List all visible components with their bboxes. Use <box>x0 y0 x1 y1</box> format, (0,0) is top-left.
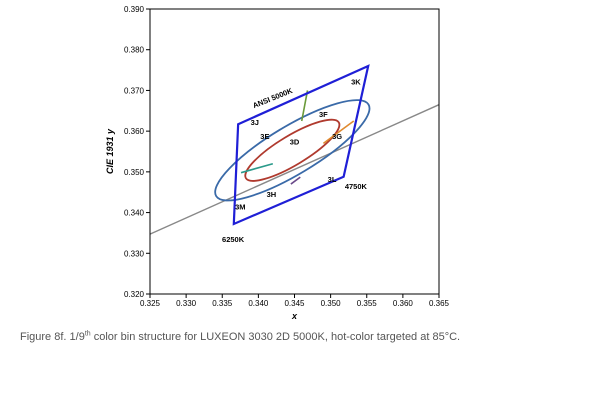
planckian-locus-line <box>150 104 439 235</box>
annotation-label: 3K <box>351 77 361 86</box>
annotation-label: 3J <box>251 118 259 127</box>
annotation-label: ANSI 5000K <box>251 86 294 110</box>
caption-superscript: th <box>84 330 91 338</box>
x-tick-label: 0.325 <box>140 299 161 308</box>
annotation-label: 3L <box>328 175 337 184</box>
bin-divider-line <box>290 176 301 185</box>
caption-prefix: Figure 8f. 1/9 <box>20 331 85 343</box>
y-tick-label: 0.320 <box>124 290 145 299</box>
y-axis-title: CIE 1931 y <box>105 128 115 174</box>
x-tick-label: 0.355 <box>357 299 378 308</box>
y-tick-label: 0.340 <box>124 209 145 218</box>
axes: 0.325 0.330 0.335 0.340 0.345 0.350 0.355 0.360… <box>105 5 450 321</box>
bin-divider-line <box>300 90 309 122</box>
annotation-label: 3F <box>319 110 328 119</box>
y-tick-label: 0.360 <box>124 127 145 136</box>
x-tick-label: 0.345 <box>284 299 305 308</box>
y-tick-label: 0.370 <box>124 86 145 95</box>
bin-divider-line <box>322 120 355 145</box>
figure-caption: Figure 8f. 1/9th color bin structure for… <box>20 330 461 343</box>
annotation-label: 3M <box>235 203 245 212</box>
ansi-5000k-quadrangle <box>232 64 370 226</box>
y-tick-label: 0.380 <box>124 46 145 55</box>
y-tick-label: 0.330 <box>124 249 145 258</box>
x-tick-label: 0.360 <box>393 299 414 308</box>
annotation-label: 3G <box>332 132 342 141</box>
annotation-label: 4750K <box>345 182 368 191</box>
plot-frame <box>149 8 440 295</box>
y-tick-label: 0.390 <box>124 5 145 14</box>
annotation-label: 3H <box>267 190 277 199</box>
y-tick-label: 0.350 <box>124 168 145 177</box>
annotation-label: 6250K <box>222 235 245 244</box>
x-tick-label: 0.340 <box>248 299 269 308</box>
x-axis-title: x <box>291 311 298 321</box>
bin-divider-line <box>240 162 274 174</box>
outer-ellipse <box>214 99 371 202</box>
x-tick-label: 0.335 <box>212 299 233 308</box>
annotation-label: 3D <box>290 138 300 147</box>
annotation-label: 3E <box>260 132 269 141</box>
caption-suffix: color bin structure for LUXEON 3030 2D 5… <box>90 331 461 343</box>
x-tick-label: 0.330 <box>176 299 197 308</box>
x-tick-label: 0.350 <box>321 299 342 308</box>
plot-content <box>150 64 439 235</box>
x-tick-label: 0.365 <box>429 299 450 308</box>
inner-ellipse <box>244 118 341 182</box>
